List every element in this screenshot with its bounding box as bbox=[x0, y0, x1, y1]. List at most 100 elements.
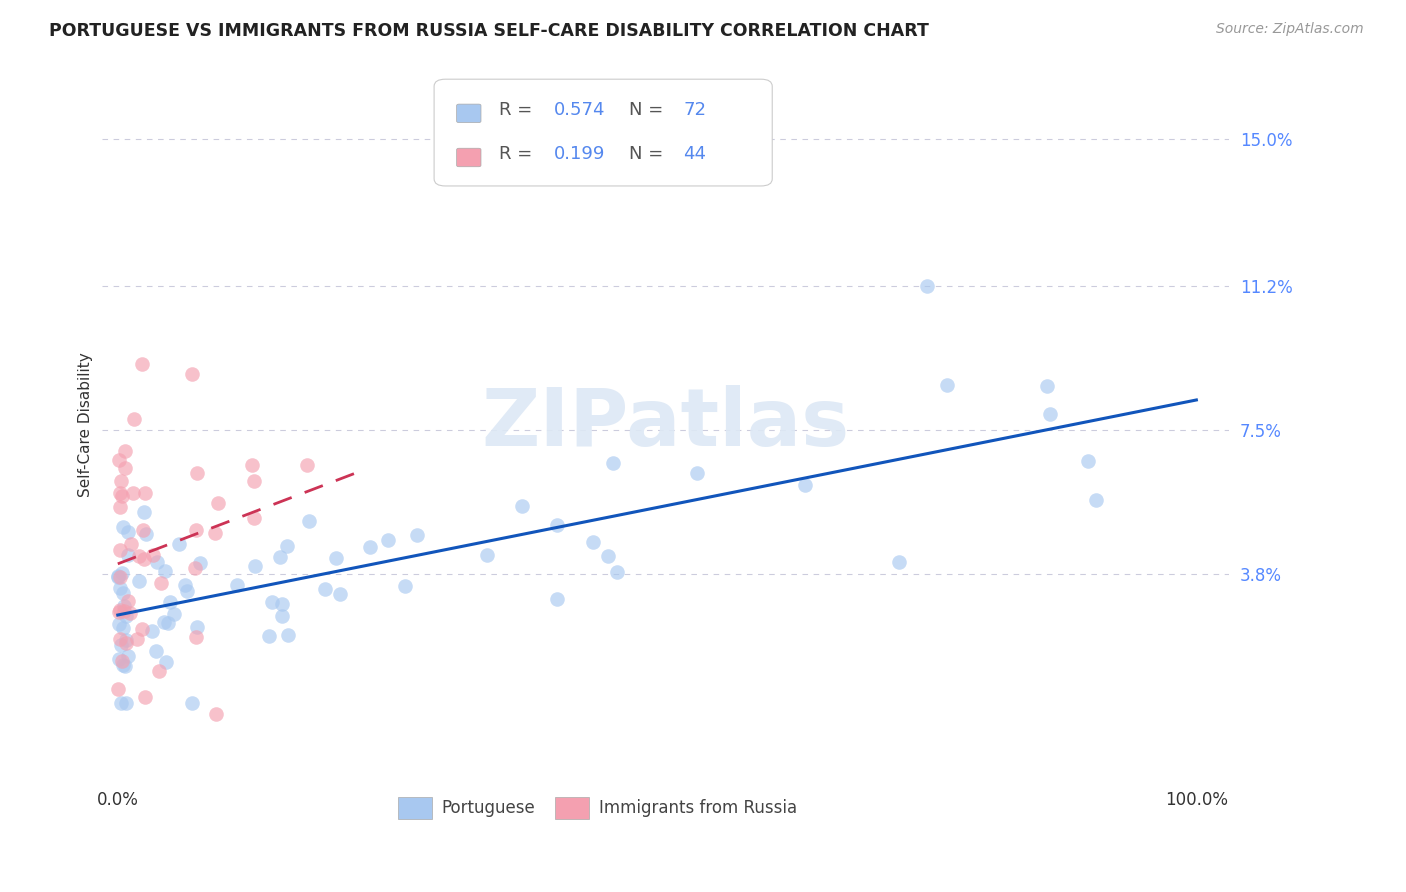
Point bbox=[377, 533, 399, 547]
Point bbox=[128, 549, 150, 563]
Point bbox=[132, 552, 155, 566]
Point bbox=[115, 696, 138, 710]
Point bbox=[257, 629, 280, 643]
Point bbox=[131, 622, 153, 636]
Point bbox=[793, 478, 815, 492]
Point bbox=[207, 496, 229, 510]
Point bbox=[112, 657, 135, 672]
Point bbox=[117, 525, 139, 540]
Point bbox=[329, 587, 352, 601]
Point bbox=[125, 632, 148, 647]
Text: 72: 72 bbox=[683, 101, 706, 119]
Point bbox=[111, 566, 134, 580]
Point bbox=[1085, 492, 1108, 507]
Point bbox=[936, 377, 959, 392]
Point bbox=[128, 574, 150, 588]
Point bbox=[110, 500, 132, 514]
Point bbox=[602, 457, 624, 471]
Point bbox=[180, 696, 202, 710]
Point bbox=[155, 656, 177, 670]
Point bbox=[111, 653, 134, 667]
Point bbox=[243, 511, 266, 525]
Text: N =: N = bbox=[628, 145, 669, 163]
Point bbox=[131, 357, 153, 371]
Point bbox=[108, 486, 131, 500]
Point bbox=[157, 615, 180, 630]
Point bbox=[184, 523, 207, 537]
Point bbox=[142, 549, 165, 563]
Point bbox=[117, 548, 139, 562]
Point bbox=[240, 458, 263, 472]
Point bbox=[117, 593, 139, 607]
Point bbox=[276, 539, 298, 553]
Point bbox=[167, 536, 190, 550]
Point bbox=[107, 569, 129, 583]
Point bbox=[314, 582, 336, 596]
Point bbox=[108, 582, 131, 596]
Point bbox=[184, 630, 207, 644]
Point bbox=[174, 578, 197, 592]
Point bbox=[477, 548, 499, 562]
Text: PORTUGUESE VS IMMIGRANTS FROM RUSSIA SELF-CARE DISABILITY CORRELATION CHART: PORTUGUESE VS IMMIGRANTS FROM RUSSIA SEL… bbox=[49, 22, 929, 40]
Point bbox=[598, 549, 620, 563]
Point bbox=[122, 486, 145, 500]
Point bbox=[114, 609, 136, 624]
Point bbox=[111, 585, 134, 599]
Point bbox=[108, 570, 131, 584]
FancyBboxPatch shape bbox=[434, 79, 772, 186]
Point bbox=[149, 575, 172, 590]
Point bbox=[112, 599, 135, 614]
Point bbox=[107, 605, 129, 619]
Point bbox=[110, 696, 132, 710]
Point bbox=[243, 558, 266, 573]
Point bbox=[510, 499, 533, 513]
Legend: Portuguese, Immigrants from Russia: Portuguese, Immigrants from Russia bbox=[392, 790, 803, 825]
Text: 0.199: 0.199 bbox=[554, 145, 605, 163]
Point bbox=[153, 565, 176, 579]
Point bbox=[108, 602, 131, 616]
Point bbox=[107, 616, 129, 631]
Point bbox=[183, 561, 205, 575]
Point bbox=[181, 367, 204, 381]
Point bbox=[153, 615, 176, 629]
Point bbox=[270, 608, 292, 623]
Point bbox=[186, 620, 208, 634]
Point bbox=[134, 486, 156, 500]
Point bbox=[298, 514, 321, 528]
Point bbox=[359, 541, 381, 555]
Point bbox=[107, 682, 129, 697]
Point bbox=[145, 555, 167, 569]
Point bbox=[107, 570, 129, 584]
Point bbox=[1038, 407, 1060, 421]
Point bbox=[108, 542, 131, 557]
Point bbox=[111, 489, 134, 503]
Point bbox=[205, 707, 228, 722]
Point bbox=[889, 555, 911, 569]
Point bbox=[110, 474, 132, 488]
FancyBboxPatch shape bbox=[457, 148, 481, 167]
Point bbox=[186, 466, 208, 480]
Point bbox=[114, 443, 136, 458]
Point bbox=[163, 607, 186, 621]
Point bbox=[112, 604, 135, 618]
Point bbox=[685, 466, 707, 480]
Point bbox=[546, 518, 568, 533]
Point bbox=[406, 528, 429, 542]
Point bbox=[122, 411, 145, 425]
Text: ZIPatlas: ZIPatlas bbox=[481, 385, 849, 464]
Point bbox=[117, 649, 139, 664]
Point bbox=[243, 475, 266, 489]
Point bbox=[145, 644, 167, 658]
Point bbox=[108, 453, 131, 467]
Point bbox=[176, 584, 198, 599]
Point bbox=[260, 595, 283, 609]
Point bbox=[120, 537, 142, 551]
Point bbox=[325, 550, 347, 565]
Point bbox=[110, 638, 132, 652]
Point bbox=[132, 505, 155, 519]
Point bbox=[135, 526, 157, 541]
Text: R =: R = bbox=[499, 145, 538, 163]
Point bbox=[606, 565, 628, 579]
Point bbox=[120, 606, 142, 620]
Text: 0.574: 0.574 bbox=[554, 101, 605, 119]
